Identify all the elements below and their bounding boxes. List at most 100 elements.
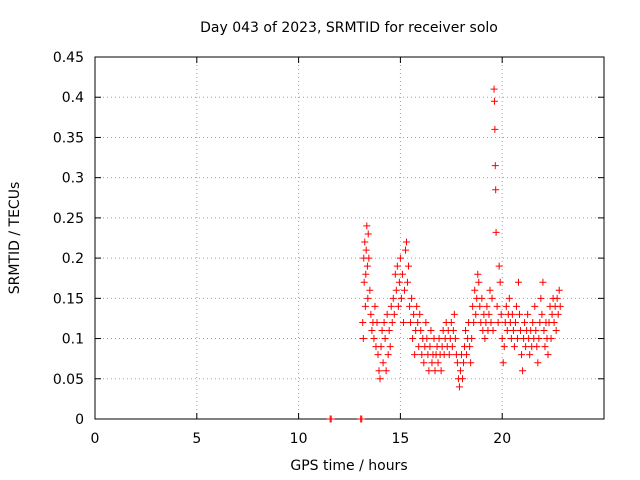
data-point: [490, 97, 498, 105]
data-point: [390, 310, 398, 318]
data-point: [493, 302, 501, 310]
data-point: [491, 162, 499, 170]
data-point: [401, 246, 409, 254]
data-point: [522, 343, 530, 351]
data-point: [532, 327, 540, 335]
data-point: [378, 327, 386, 335]
data-point: [416, 310, 424, 318]
y-tick-label: 0.45: [53, 50, 84, 66]
data-point: [547, 335, 555, 343]
data-point: [516, 310, 524, 318]
data-point: [399, 318, 407, 326]
data-point: [365, 254, 373, 262]
y-tick-label: 0.1: [62, 332, 84, 348]
data-point: [373, 318, 381, 326]
data-point: [450, 310, 458, 318]
data-point: [417, 327, 425, 335]
data-point: [359, 335, 367, 343]
data-point: [485, 310, 493, 318]
data-point: [362, 246, 370, 254]
x-tick-label: 0: [91, 431, 100, 447]
data-point: [379, 359, 387, 367]
y-tick-label: 0.4: [62, 90, 84, 106]
data-point: [434, 359, 442, 367]
data-point: [521, 318, 529, 326]
data-point: [498, 335, 506, 343]
data-point: [359, 318, 367, 326]
data-point: [544, 351, 552, 359]
data-point: [505, 294, 513, 302]
data-point: [497, 310, 505, 318]
data-point: [392, 286, 400, 294]
data-point: [395, 278, 403, 286]
data-point: [451, 335, 459, 343]
data-point: [519, 367, 527, 375]
data-point: [475, 278, 483, 286]
data-point: [394, 302, 402, 310]
data-point: [492, 186, 500, 194]
data-point: [411, 351, 419, 359]
data-point: [458, 375, 466, 383]
data-point: [481, 335, 489, 343]
x-tick-label: 20: [493, 431, 511, 447]
data-point: [492, 228, 500, 236]
plot-frame: [94, 56, 605, 420]
data-point: [552, 327, 560, 335]
data-point: [476, 302, 484, 310]
data-points: [326, 85, 564, 423]
x-tick-label: 10: [290, 431, 308, 447]
data-point: [533, 343, 541, 351]
data-point: [367, 310, 375, 318]
data-point: [554, 310, 562, 318]
data-point: [410, 310, 418, 318]
data-point: [518, 351, 526, 359]
data-point: [467, 359, 475, 367]
y-tick-label: 0.25: [53, 211, 84, 227]
data-point: [409, 335, 417, 343]
data-point: [361, 302, 369, 310]
data-point: [420, 359, 428, 367]
data-point: [537, 294, 545, 302]
data-point: [539, 278, 547, 286]
data-point: [404, 278, 412, 286]
data-point: [455, 383, 463, 391]
data-point: [413, 302, 421, 310]
data-point: [550, 318, 558, 326]
data-point: [449, 327, 457, 335]
chart-title: Day 043 of 2023, SRMTID for receiver sol…: [200, 20, 498, 36]
data-point: [460, 359, 468, 367]
data-point: [508, 310, 516, 318]
data-point: [361, 238, 369, 246]
data-point: [472, 310, 480, 318]
data-point: [327, 415, 335, 423]
data-point: [470, 318, 478, 326]
data-point: [535, 335, 543, 343]
data-point: [406, 302, 414, 310]
data-point: [517, 327, 525, 335]
data-point: [548, 310, 556, 318]
data-point: [431, 367, 439, 375]
data-point: [466, 343, 474, 351]
data-point: [425, 367, 433, 375]
data-point: [512, 302, 520, 310]
data-point: [502, 302, 510, 310]
data-point: [503, 327, 511, 335]
data-point: [526, 351, 534, 359]
data-point: [509, 327, 517, 335]
x-tick-label: 15: [391, 431, 409, 447]
data-point: [491, 125, 499, 133]
data-point: [380, 318, 388, 326]
data-point: [363, 222, 371, 230]
data-point: [374, 351, 382, 359]
data-point: [426, 343, 434, 351]
y-tick-label: 0.35: [53, 130, 84, 146]
data-point: [489, 327, 497, 335]
data-point: [463, 351, 471, 359]
data-point: [483, 302, 491, 310]
data-point: [382, 367, 390, 375]
data-point: [462, 327, 470, 335]
data-point: [384, 351, 392, 359]
data-point: [371, 302, 379, 310]
data-point: [486, 286, 494, 294]
